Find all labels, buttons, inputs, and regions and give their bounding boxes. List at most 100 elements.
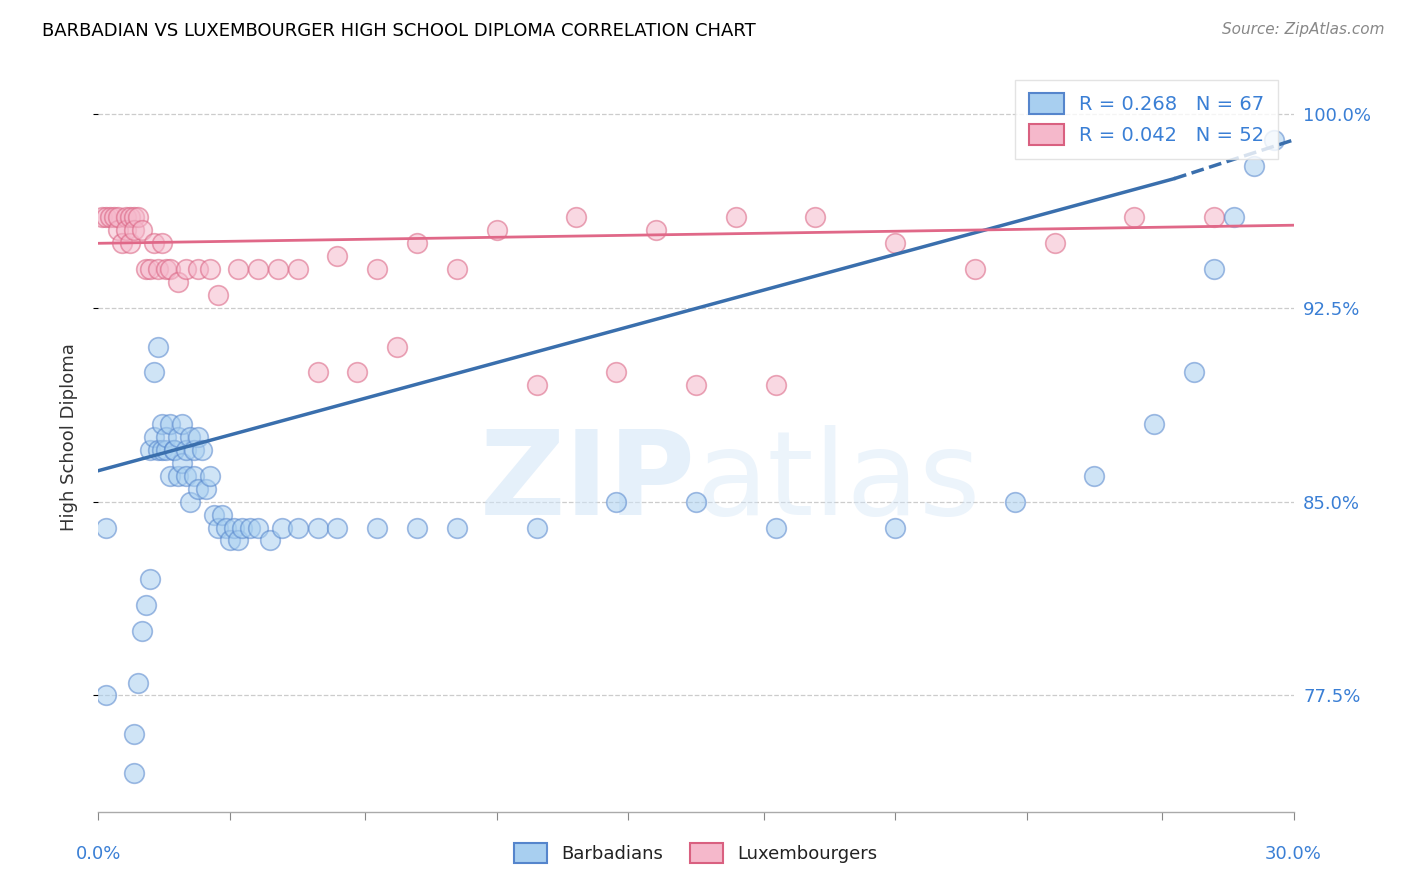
- Point: [1202, 262, 1225, 277]
- Point: [207, 288, 229, 302]
- Point: [963, 262, 986, 277]
- Point: [685, 378, 707, 392]
- Point: [1043, 236, 1066, 251]
- Legend: Barbadians, Luxembourgers: Barbadians, Luxembourgers: [508, 836, 884, 870]
- Point: [259, 533, 281, 548]
- Point: [167, 275, 190, 289]
- Point: [187, 430, 209, 444]
- Point: [159, 417, 181, 432]
- Point: [287, 520, 309, 534]
- Point: [326, 249, 349, 263]
- Point: [267, 262, 290, 277]
- Point: [111, 236, 134, 251]
- Point: [124, 223, 146, 237]
- Point: [124, 211, 146, 225]
- Text: Source: ZipAtlas.com: Source: ZipAtlas.com: [1222, 22, 1385, 37]
- Point: [124, 766, 146, 780]
- Point: [115, 223, 138, 237]
- Point: [226, 533, 249, 548]
- Point: [120, 211, 142, 225]
- Point: [131, 624, 153, 638]
- Point: [139, 442, 162, 457]
- Point: [167, 468, 190, 483]
- Point: [143, 430, 166, 444]
- Point: [115, 211, 138, 225]
- Point: [183, 468, 205, 483]
- Point: [307, 520, 329, 534]
- Point: [884, 236, 907, 251]
- Point: [219, 533, 242, 548]
- Point: [231, 520, 253, 534]
- Point: [174, 262, 197, 277]
- Point: [765, 520, 787, 534]
- Point: [91, 211, 114, 225]
- Y-axis label: High School Diploma: High School Diploma: [59, 343, 77, 531]
- Point: [211, 508, 233, 522]
- Point: [120, 236, 142, 251]
- Point: [139, 262, 162, 277]
- Point: [174, 468, 197, 483]
- Point: [98, 211, 122, 225]
- Point: [526, 378, 548, 392]
- Point: [150, 417, 173, 432]
- Point: [446, 520, 468, 534]
- Point: [172, 456, 194, 470]
- Point: [724, 211, 747, 225]
- Point: [172, 417, 194, 432]
- Point: [127, 675, 149, 690]
- Point: [346, 366, 368, 380]
- Point: [385, 340, 409, 354]
- Point: [163, 442, 186, 457]
- Point: [226, 262, 249, 277]
- Point: [148, 340, 170, 354]
- Point: [179, 494, 201, 508]
- Point: [135, 262, 157, 277]
- Point: [1202, 211, 1225, 225]
- Point: [246, 262, 269, 277]
- Point: [150, 442, 173, 457]
- Point: [148, 442, 170, 457]
- Point: [191, 442, 214, 457]
- Point: [1004, 494, 1026, 508]
- Point: [107, 211, 129, 225]
- Point: [526, 520, 548, 534]
- Point: [131, 223, 153, 237]
- Point: [155, 442, 177, 457]
- Point: [1143, 417, 1166, 432]
- Point: [107, 223, 129, 237]
- Point: [183, 442, 205, 457]
- Point: [307, 366, 329, 380]
- Point: [485, 223, 508, 237]
- Point: [135, 598, 157, 612]
- Point: [96, 520, 118, 534]
- Point: [155, 430, 177, 444]
- Point: [565, 211, 588, 225]
- Point: [143, 366, 166, 380]
- Point: [1263, 133, 1285, 147]
- Point: [155, 262, 177, 277]
- Point: [1182, 366, 1205, 380]
- Point: [1123, 211, 1146, 225]
- Point: [605, 494, 627, 508]
- Text: 30.0%: 30.0%: [1265, 846, 1322, 863]
- Point: [198, 468, 221, 483]
- Point: [406, 236, 429, 251]
- Point: [645, 223, 668, 237]
- Point: [127, 211, 149, 225]
- Point: [96, 689, 118, 703]
- Point: [1243, 159, 1265, 173]
- Point: [103, 211, 125, 225]
- Point: [163, 442, 186, 457]
- Point: [187, 262, 209, 277]
- Point: [150, 236, 173, 251]
- Point: [406, 520, 429, 534]
- Point: [685, 494, 707, 508]
- Point: [246, 520, 269, 534]
- Point: [202, 508, 225, 522]
- Point: [605, 366, 627, 380]
- Point: [1223, 211, 1246, 225]
- Point: [765, 378, 787, 392]
- Point: [124, 727, 146, 741]
- Point: [195, 482, 218, 496]
- Text: ZIP: ZIP: [479, 425, 696, 540]
